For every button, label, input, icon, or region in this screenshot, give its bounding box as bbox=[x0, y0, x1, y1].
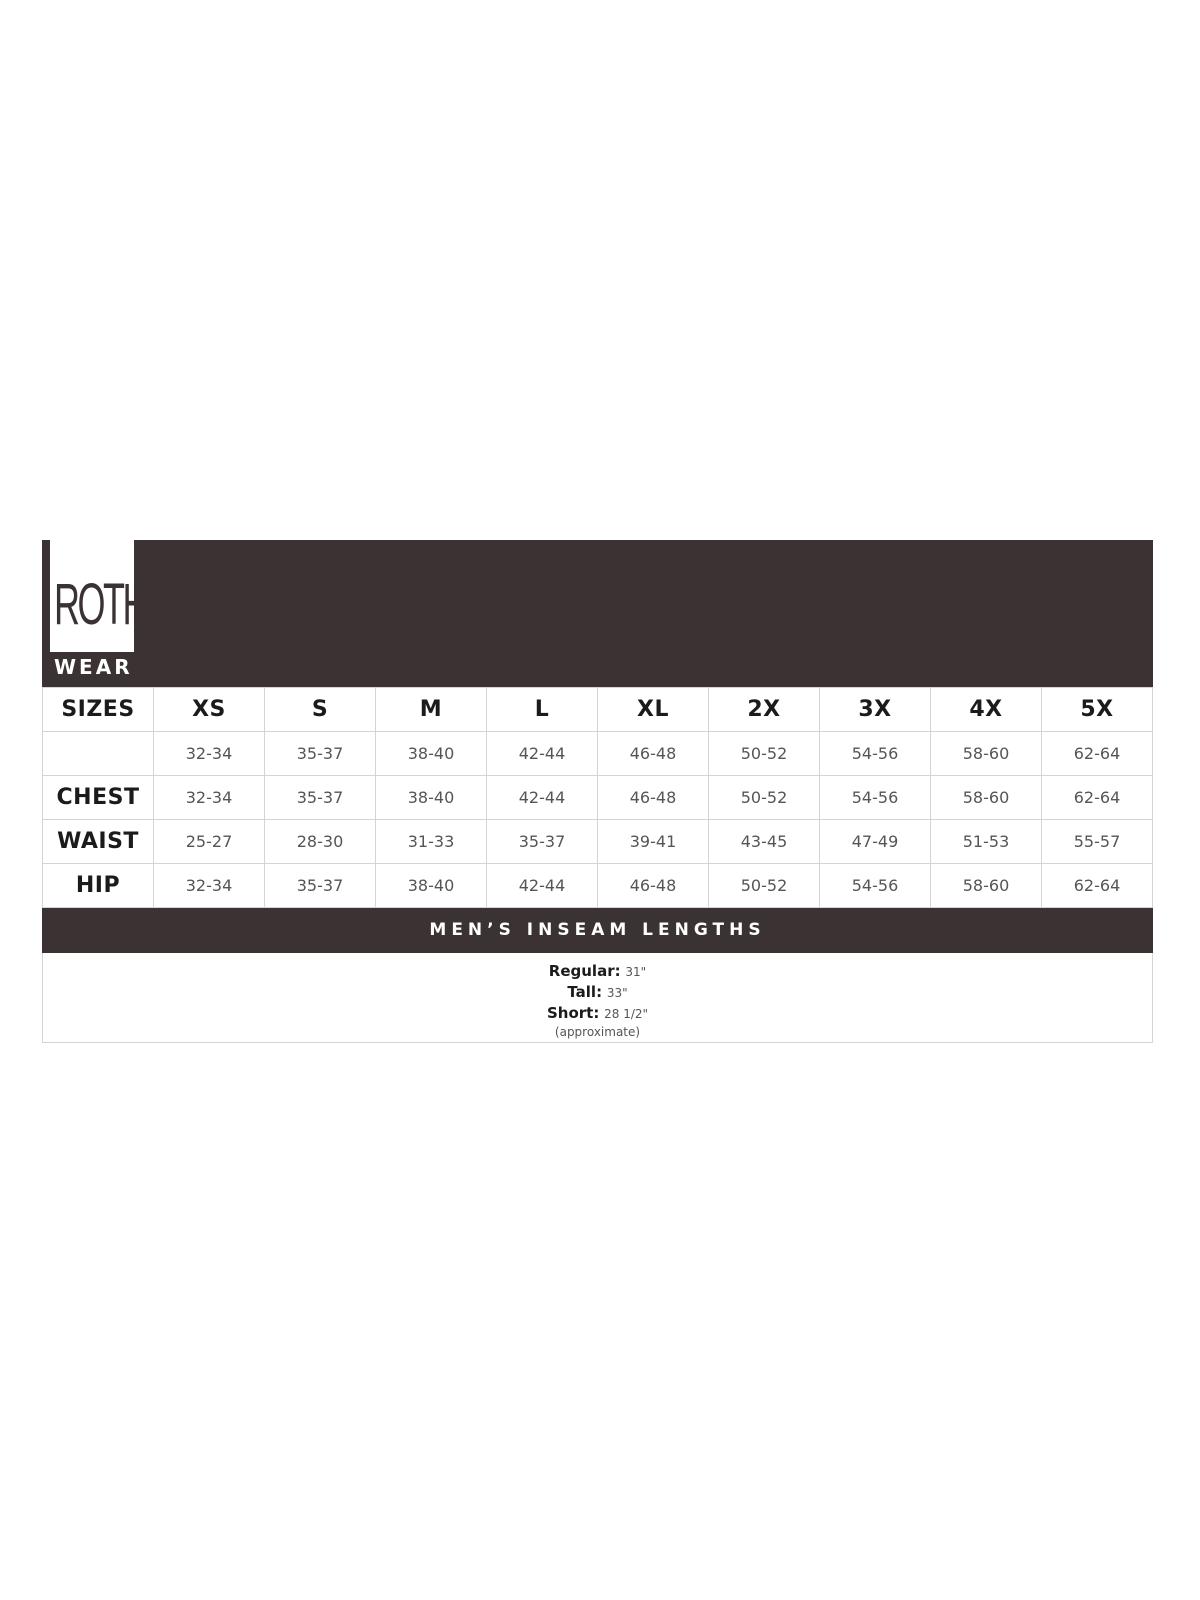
size-value: 35-37 bbox=[264, 863, 376, 908]
column-header: 3X bbox=[819, 687, 931, 732]
table-row: CHEST 32-34 35-37 38-40 42-44 46-48 50-52 54-56… bbox=[42, 775, 1153, 820]
column-header: S bbox=[264, 687, 376, 732]
size-value: 32-34 bbox=[153, 863, 265, 908]
column-header: XS bbox=[153, 687, 265, 732]
row-label: WAIST bbox=[42, 819, 154, 864]
size-value: 54-56 bbox=[819, 863, 931, 908]
size-value: 35-37 bbox=[486, 819, 598, 864]
size-value: 55-57 bbox=[1041, 819, 1153, 864]
size-value: 54-56 bbox=[819, 731, 931, 776]
size-value: 25-27 bbox=[153, 819, 265, 864]
size-value: 46-48 bbox=[597, 863, 709, 908]
table-row: 32-34 35-37 38-40 42-44 46-48 50-52 54-56 58-60… bbox=[42, 731, 1153, 776]
inseam-label: Regular: bbox=[548, 962, 621, 980]
column-header: L bbox=[486, 687, 598, 732]
size-value: 39-41 bbox=[597, 819, 709, 864]
size-value: 46-48 bbox=[597, 775, 709, 820]
size-value: 35-37 bbox=[264, 731, 376, 776]
size-value: 51-53 bbox=[930, 819, 1042, 864]
size-chart: ROTH WEAR SIZES XS S M L XL 2X 3X 4X 5X 32-34 35-37… bbox=[42, 540, 1153, 1043]
column-header: 2X bbox=[708, 687, 820, 732]
header-row: SIZES XS S M L XL 2X 3X 4X 5X bbox=[42, 687, 1153, 732]
size-value: 43-45 bbox=[708, 819, 820, 864]
inseam-item: Tall: 33" bbox=[43, 982, 1152, 1003]
size-value: 46-48 bbox=[597, 731, 709, 776]
column-header: M bbox=[375, 687, 487, 732]
column-header: 4X bbox=[930, 687, 1042, 732]
size-value: 58-60 bbox=[930, 731, 1042, 776]
inseam-label: Short: bbox=[546, 1004, 600, 1022]
column-header: XL bbox=[597, 687, 709, 732]
inseam-label: Tall: bbox=[567, 983, 603, 1001]
size-table: SIZES XS S M L XL 2X 3X 4X 5X 32-34 35-37 38-40 42-44… bbox=[42, 687, 1153, 908]
size-value: 32-34 bbox=[153, 731, 265, 776]
approximate-note: (approximate) bbox=[554, 1025, 641, 1039]
size-value: 32-34 bbox=[153, 775, 265, 820]
size-value: 58-60 bbox=[930, 775, 1042, 820]
size-value: 38-40 bbox=[375, 863, 487, 908]
size-value: 28-30 bbox=[264, 819, 376, 864]
size-value: 35-37 bbox=[264, 775, 376, 820]
row-label: HIP bbox=[42, 863, 154, 908]
inseam-value: 31" bbox=[625, 965, 647, 979]
size-value: 50-52 bbox=[708, 731, 820, 776]
inseam-notes: Regular: 31" Tall: 33" Short: 28 1/2" (app… bbox=[42, 953, 1153, 1043]
row-label: CHEST bbox=[42, 775, 154, 820]
size-value: 58-60 bbox=[930, 863, 1042, 908]
table-row: HIP 32-34 35-37 38-40 42-44 46-48 50-52 54-56 58… bbox=[42, 863, 1153, 908]
size-value: 50-52 bbox=[708, 775, 820, 820]
inseam-item: Regular: 31" bbox=[43, 961, 1152, 982]
size-value: 50-52 bbox=[708, 863, 820, 908]
size-value: 42-44 bbox=[486, 863, 598, 908]
size-value: 42-44 bbox=[486, 775, 598, 820]
size-value: 54-56 bbox=[819, 775, 931, 820]
inseam-value: 33" bbox=[606, 986, 628, 1000]
size-value: 38-40 bbox=[375, 775, 487, 820]
size-value: 47-49 bbox=[819, 819, 931, 864]
table-row: WAIST 25-27 28-30 31-33 35-37 39-41 43-45 47-49… bbox=[42, 819, 1153, 864]
size-value: 62-64 bbox=[1041, 731, 1153, 776]
column-header: SIZES bbox=[42, 687, 154, 732]
column-header: 5X bbox=[1041, 687, 1153, 732]
row-label bbox=[42, 731, 154, 776]
inseam-title: MEN’S INSEAM LENGTHS bbox=[42, 908, 1153, 953]
size-value: 42-44 bbox=[486, 731, 598, 776]
header-banner: ROTH WEAR bbox=[42, 540, 1153, 687]
size-value: 62-64 bbox=[1041, 863, 1153, 908]
size-value: 38-40 bbox=[375, 731, 487, 776]
inseam-value: 28 1/2" bbox=[604, 1007, 649, 1021]
inseam-item: Short: 28 1/2" bbox=[43, 1003, 1152, 1024]
size-value: 62-64 bbox=[1041, 775, 1153, 820]
roth-wear-logo: ROTH WEAR bbox=[50, 540, 148, 679]
size-value: 31-33 bbox=[375, 819, 487, 864]
